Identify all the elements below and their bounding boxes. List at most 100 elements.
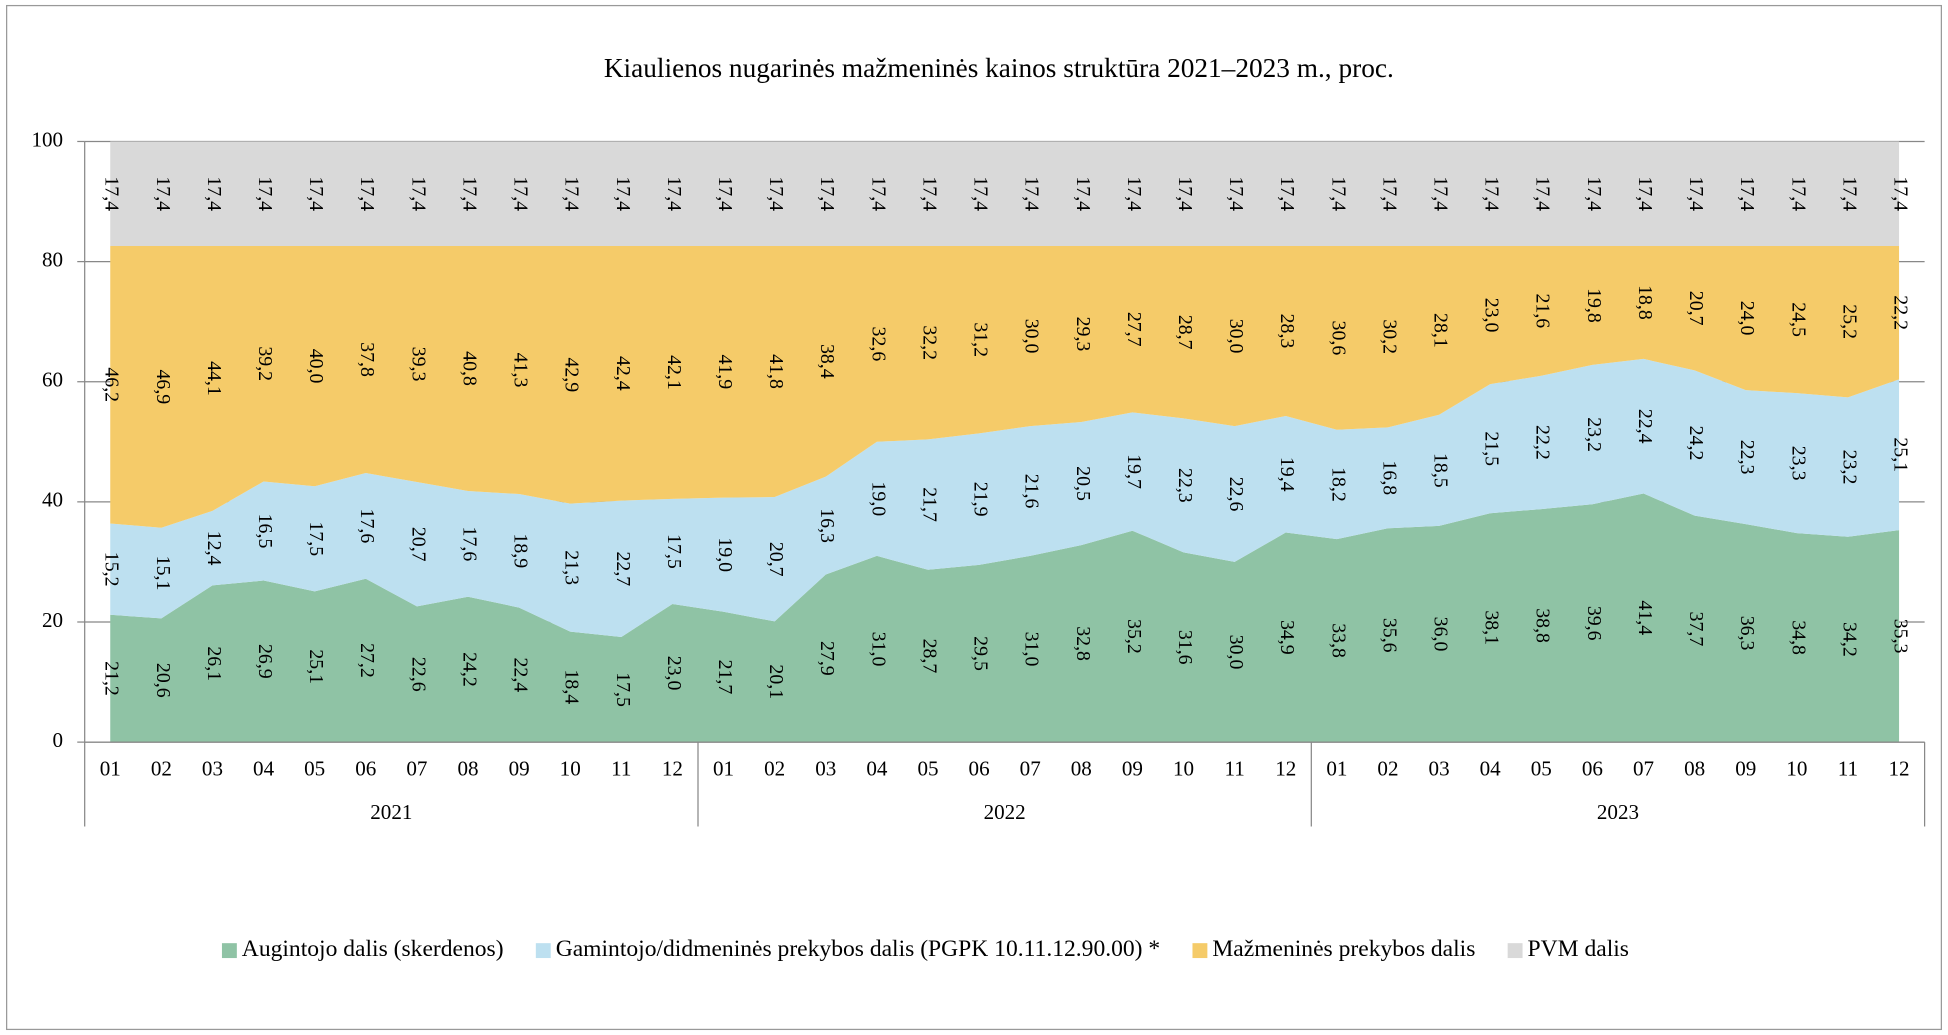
x-tick-label: 10	[1786, 757, 1807, 781]
data-label: 22,6	[407, 657, 429, 692]
data-label: 22,2	[1532, 425, 1554, 460]
data-label: 30,6	[1327, 321, 1349, 356]
x-tick-label: 08	[1071, 757, 1092, 781]
area	[110, 245, 1900, 528]
data-label: 24,5	[1787, 302, 1809, 337]
data-label: 17,4	[458, 176, 480, 211]
legend-swatch	[535, 943, 551, 959]
data-label: 17,5	[305, 521, 327, 556]
data-label: 41,4	[1634, 600, 1656, 635]
data-label: 17,4	[1174, 176, 1196, 211]
data-label: 37,7	[1685, 612, 1707, 647]
data-label: 42,4	[612, 356, 634, 391]
data-label: 17,4	[970, 176, 992, 211]
data-label: 23,0	[663, 656, 685, 691]
data-label: 17,4	[1685, 176, 1707, 211]
data-label: 22,3	[1174, 468, 1196, 503]
group-label: 2023	[1597, 800, 1639, 824]
x-tick-label: 04	[866, 757, 888, 781]
data-label: 17,5	[663, 534, 685, 569]
data-label: 46,2	[101, 367, 123, 402]
data-label: 15,1	[152, 556, 174, 591]
data-label: 17,4	[1532, 176, 1554, 211]
data-label: 17,4	[1123, 176, 1145, 211]
x-tick-label: 01	[713, 757, 734, 781]
data-label: 38,1	[1481, 610, 1503, 645]
data-label: 17,4	[1634, 176, 1656, 211]
data-label: 22,7	[612, 551, 634, 586]
data-label: 17,4	[203, 176, 225, 211]
data-label: 26,1	[203, 646, 225, 681]
data-label: 17,4	[305, 176, 327, 211]
x-tick-label: 03	[1429, 757, 1450, 781]
x-tick-label: 09	[1122, 757, 1143, 781]
x-tick-label: 02	[1377, 757, 1398, 781]
y-tick-label: 60	[42, 368, 63, 392]
data-label: 17,4	[1021, 176, 1043, 211]
data-label: 35,2	[1123, 619, 1145, 654]
y-tick-label: 100	[31, 127, 63, 151]
y-tick-label: 20	[42, 608, 63, 632]
data-label: 39,6	[1583, 606, 1605, 641]
chart-title: Kiaulienos nugarinės mažmeninės kainos s…	[604, 53, 1394, 83]
data-label: 39,3	[407, 347, 429, 382]
data-label: 28,7	[918, 639, 940, 674]
data-label: 22,6	[1225, 477, 1247, 512]
data-label: 28,7	[1174, 315, 1196, 350]
data-label: 23,2	[1583, 417, 1605, 452]
data-label: 26,9	[254, 644, 276, 679]
data-label: 30,2	[1378, 319, 1400, 354]
data-label: 27,9	[816, 641, 838, 676]
x-tick-label: 06	[1582, 757, 1603, 781]
x-tick-label: 04	[1480, 757, 1502, 781]
data-label: 27,2	[356, 643, 378, 678]
data-label: 21,7	[714, 660, 736, 695]
data-label: 19,7	[1123, 454, 1145, 489]
data-label: 17,5	[612, 672, 634, 707]
data-label: 34,8	[1787, 620, 1809, 655]
data-label: 40,8	[458, 351, 480, 386]
group-label: 2021	[370, 800, 412, 824]
x-tick-label: 11	[1224, 757, 1244, 781]
y-tick-label: 40	[42, 488, 63, 512]
data-label: 30,0	[1021, 319, 1043, 354]
data-label: 16,3	[816, 508, 838, 543]
data-label: 34,9	[1276, 620, 1298, 655]
data-label: 19,4	[1276, 457, 1298, 492]
data-label: 20,7	[1685, 291, 1707, 326]
data-label: 32,6	[867, 327, 889, 362]
data-label: 21,5	[1481, 431, 1503, 466]
x-tick-label: 06	[969, 757, 990, 781]
data-label: 25,1	[305, 649, 327, 684]
group-label: 2022	[984, 800, 1026, 824]
data-label: 24,2	[1685, 426, 1707, 461]
data-label: 38,4	[816, 344, 838, 379]
data-label: 23,3	[1787, 446, 1809, 481]
legend-label: Gamintojo/didmeninės prekybos dalis (PGP…	[556, 936, 1161, 962]
x-tick-label: 08	[457, 757, 478, 781]
data-label: 17,4	[101, 176, 123, 211]
data-label: 32,8	[1072, 626, 1094, 661]
legend-label: PVM dalis	[1528, 936, 1629, 962]
data-label: 36,0	[1430, 617, 1452, 652]
data-label: 33,8	[1327, 623, 1349, 658]
data-label: 22,4	[1634, 409, 1656, 444]
data-label: 25,2	[1838, 304, 1860, 339]
data-label: 21,6	[1532, 293, 1554, 328]
data-label: 21,9	[970, 482, 992, 517]
data-label: 15,2	[101, 552, 123, 587]
legend-swatch	[221, 943, 237, 959]
x-tick-label: 07	[1020, 757, 1041, 781]
data-label: 18,2	[1327, 467, 1349, 502]
x-tick-label: 03	[202, 757, 223, 781]
area	[110, 141, 1900, 246]
data-label: 37,8	[356, 342, 378, 377]
data-label: 16,8	[1378, 460, 1400, 495]
data-label: 27,7	[1123, 312, 1145, 347]
data-label: 17,6	[458, 527, 480, 562]
data-label: 17,4	[254, 176, 276, 211]
data-label: 19,0	[714, 537, 736, 572]
data-label: 36,3	[1736, 616, 1758, 651]
x-tick-label: 08	[1684, 757, 1705, 781]
legend-label: Augintojo dalis (skerdenos)	[242, 936, 504, 962]
